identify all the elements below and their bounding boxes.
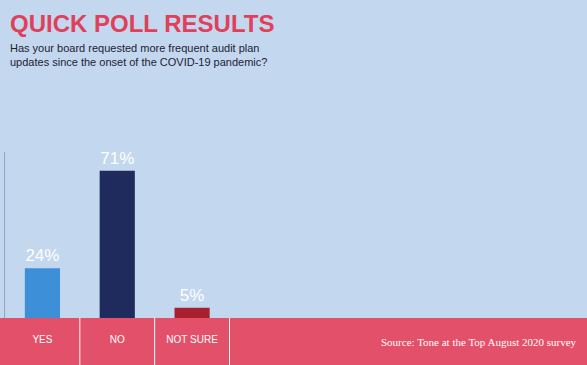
- svg-text:YES: YES: [32, 334, 52, 345]
- svg-text:NOT SURE: NOT SURE: [166, 334, 218, 345]
- svg-text:Source: Tone at the Top August: Source: Tone at the Top August 2020 surv…: [381, 336, 577, 348]
- svg-text:Has your board requested more: Has your board requested more frequent a…: [10, 42, 267, 68]
- svg-text:71%: 71%: [100, 149, 134, 168]
- svg-text:QUICK POLL RESULTS: QUICK POLL RESULTS: [10, 10, 274, 37]
- svg-text:NO: NO: [110, 334, 125, 345]
- svg-text:5%: 5%: [180, 286, 205, 305]
- svg-text:24%: 24%: [25, 246, 59, 265]
